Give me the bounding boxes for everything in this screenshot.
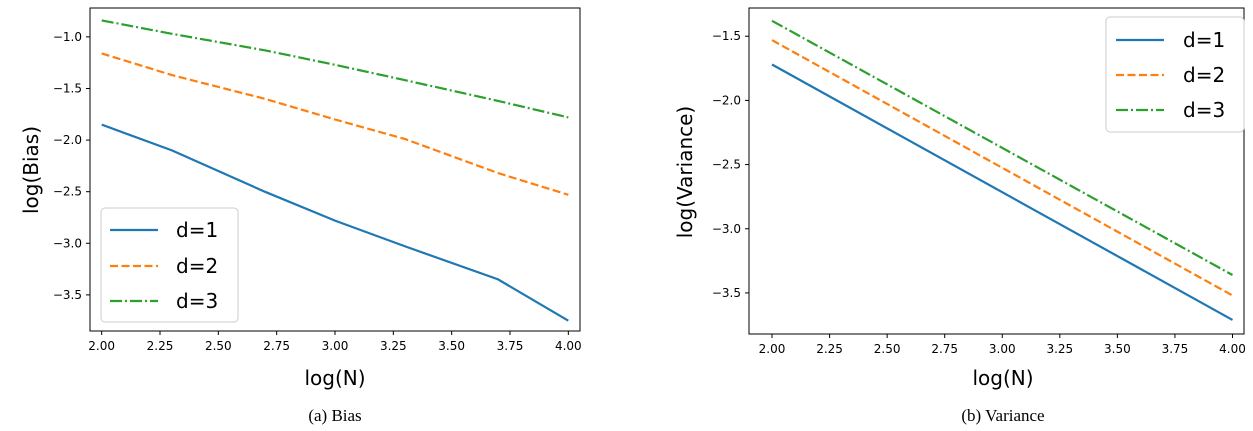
bias-y-tick-label: −1.0 <box>53 30 82 44</box>
variance-legend: d=1 d=2 d=3 <box>1105 16 1245 133</box>
variance-legend-label-d1: d=1 <box>1183 28 1225 52</box>
variance-plot-frame <box>748 7 1245 335</box>
variance-legend-label-d2: d=2 <box>1183 63 1225 87</box>
variance-series-line-d2 <box>771 39 1234 297</box>
bias-ticks: 2.00 2.25 2.50 2.75 3.00 3.25 3.50 3.75 4.00 −1.0… <box>53 30 582 353</box>
bias-y-tick-label: −3.5 <box>53 288 82 302</box>
variance-caption: (b) Variance <box>961 406 1044 425</box>
bias-x-tick-label: 3.00 <box>322 339 349 353</box>
variance-series-line-d1 <box>771 63 1234 321</box>
variance-x-tick-label: 3.50 <box>1104 342 1131 356</box>
bias-caption: (a) Bias <box>308 406 361 425</box>
variance-x-tick-label: 2.00 <box>759 342 786 356</box>
bias-y-tick-label: −2.0 <box>53 133 82 147</box>
bias-series-line-d2 <box>101 52 569 196</box>
variance-y-axis-label: log(Variance) <box>673 106 697 239</box>
variance-x-tick-label: 2.25 <box>816 342 843 356</box>
bias-series-line-d3 <box>101 19 569 119</box>
variance-x-tick-label: 3.25 <box>1046 342 1073 356</box>
variance-x-tick-label: 3.75 <box>1162 342 1189 356</box>
bias-legend-label-d2: d=2 <box>176 254 218 278</box>
variance-legend-box <box>1105 16 1245 133</box>
bias-y-tick-label: −1.5 <box>53 81 82 95</box>
variance-legend-label-d3: d=3 <box>1183 98 1225 122</box>
bias-x-tick-label: 3.25 <box>380 339 407 353</box>
bias-panel: 2.00 2.25 2.50 2.75 3.00 3.25 3.50 3.75 4.00 −1.0… <box>19 7 582 425</box>
variance-series-line-d3 <box>771 19 1234 276</box>
variance-y-tick-label: −3.5 <box>712 286 741 300</box>
bias-y-tick-label: −3.0 <box>53 236 82 250</box>
variance-x-tick-label: 2.50 <box>874 342 901 356</box>
bias-legend-label-d1: d=1 <box>176 218 218 242</box>
bias-x-tick-label: 4.00 <box>555 339 582 353</box>
bias-x-tick-label: 3.75 <box>497 339 524 353</box>
bias-y-axis-label: log(Bias) <box>19 126 43 214</box>
bias-legend-box <box>100 207 239 323</box>
variance-x-tick-label: 4.00 <box>1219 342 1246 356</box>
variance-series-lines <box>771 19 1234 321</box>
variance-y-tick-label: −2.5 <box>712 158 741 172</box>
bias-series-lines <box>101 19 569 322</box>
variance-x-tick-label: 2.75 <box>931 342 958 356</box>
variance-panel: 2.00 2.25 2.50 2.75 3.00 3.25 3.50 3.75 4.00 −1.5… <box>673 7 1246 425</box>
bias-x-tick-label: 2.50 <box>205 339 232 353</box>
variance-x-tick-label: 3.00 <box>989 342 1016 356</box>
bias-x-tick-label: 2.75 <box>263 339 290 353</box>
variance-y-tick-label: −2.0 <box>712 93 741 107</box>
variance-y-tick-label: −3.0 <box>712 222 741 236</box>
bias-y-tick-label: −2.5 <box>53 185 82 199</box>
bias-x-tick-label: 2.25 <box>147 339 174 353</box>
bias-legend-label-d3: d=3 <box>176 289 218 313</box>
bias-x-tick-label: 3.50 <box>438 339 465 353</box>
bias-x-axis-label: log(N) <box>304 366 365 390</box>
variance-x-axis-label: log(N) <box>972 366 1033 390</box>
variance-ticks: 2.00 2.25 2.50 2.75 3.00 3.25 3.50 3.75 4.00 −1.5… <box>712 29 1246 356</box>
variance-y-tick-label: −1.5 <box>712 29 741 43</box>
bias-series-line-d1 <box>101 123 569 322</box>
bias-x-tick-label: 2.00 <box>88 339 115 353</box>
bias-legend: d=1 d=2 d=3 <box>100 207 239 323</box>
